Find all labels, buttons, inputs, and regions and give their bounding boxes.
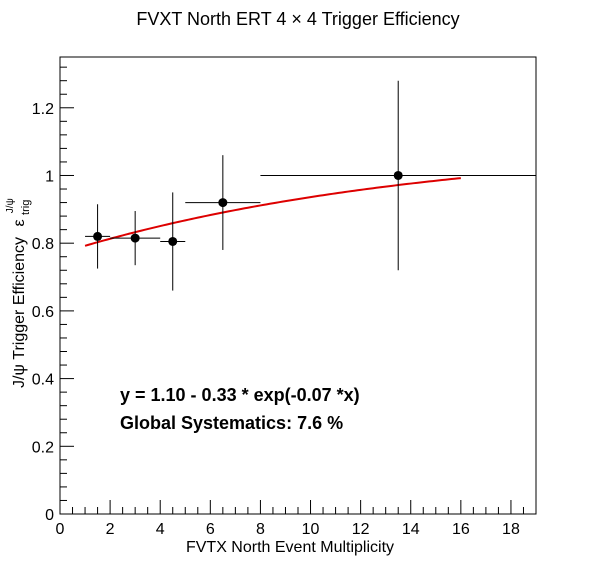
point-marker [218, 198, 228, 208]
y-tick-label: 0.4 [32, 372, 54, 389]
axis-ticks [59, 66, 537, 515]
data-points [85, 80, 536, 291]
point-marker [130, 233, 140, 243]
x-tick-labels: 0 2 4 6 8 10 12 14 16 18 [56, 521, 520, 538]
y-axis-symbol: ε [11, 219, 28, 226]
y-tick-label: 0 [45, 507, 54, 524]
y-axis-symbol-sub: trig [20, 200, 32, 215]
chart-title: FVXT North ERT 4 × 4 Trigger Efficiency [136, 9, 459, 29]
y-tick-label: 1.2 [32, 101, 54, 118]
global-systematics: Global Systematics: 7.6 % [120, 413, 343, 433]
point-marker [93, 231, 103, 241]
y-axis-title: J/ψ Trigger Efficiency ε trig J/ψ [5, 195, 33, 388]
x-tick-label: 6 [206, 521, 215, 538]
x-tick-label: 16 [452, 521, 470, 538]
plot-frame [59, 56, 537, 515]
x-tick-label: 8 [256, 521, 265, 538]
y-tick-label: 0.8 [32, 236, 54, 253]
x-tick-label: 0 [56, 521, 65, 538]
y-axis-title-text: J/ψ Trigger Efficiency [11, 237, 28, 388]
y-tick-label: 0.6 [32, 304, 54, 321]
point-marker [168, 236, 178, 246]
data-point [260, 80, 536, 271]
x-tick-label: 2 [106, 521, 115, 538]
fit-equation: y = 1.10 - 0.33 * exp(-0.07 *x) [120, 385, 360, 405]
x-tick-label: 14 [402, 521, 420, 538]
fit-curve [84, 177, 461, 247]
x-axis-title: FVTX North Event Multiplicity [186, 539, 394, 556]
y-tick-label: 1 [45, 168, 54, 185]
point-marker [393, 170, 403, 180]
x-tick-label: 4 [156, 521, 165, 538]
data-point [185, 155, 261, 250]
x-tick-label: 18 [502, 521, 520, 538]
data-point [85, 204, 111, 269]
y-axis-symbol-sup: J/ψ [5, 198, 16, 213]
y-tick-labels: 0 0.2 0.4 0.6 0.8 1 1.2 [32, 101, 54, 524]
x-tick-label: 12 [352, 521, 370, 538]
data-point [110, 211, 161, 266]
data-point [160, 192, 186, 291]
y-tick-label: 0.2 [32, 439, 54, 456]
x-tick-label: 10 [302, 521, 320, 538]
